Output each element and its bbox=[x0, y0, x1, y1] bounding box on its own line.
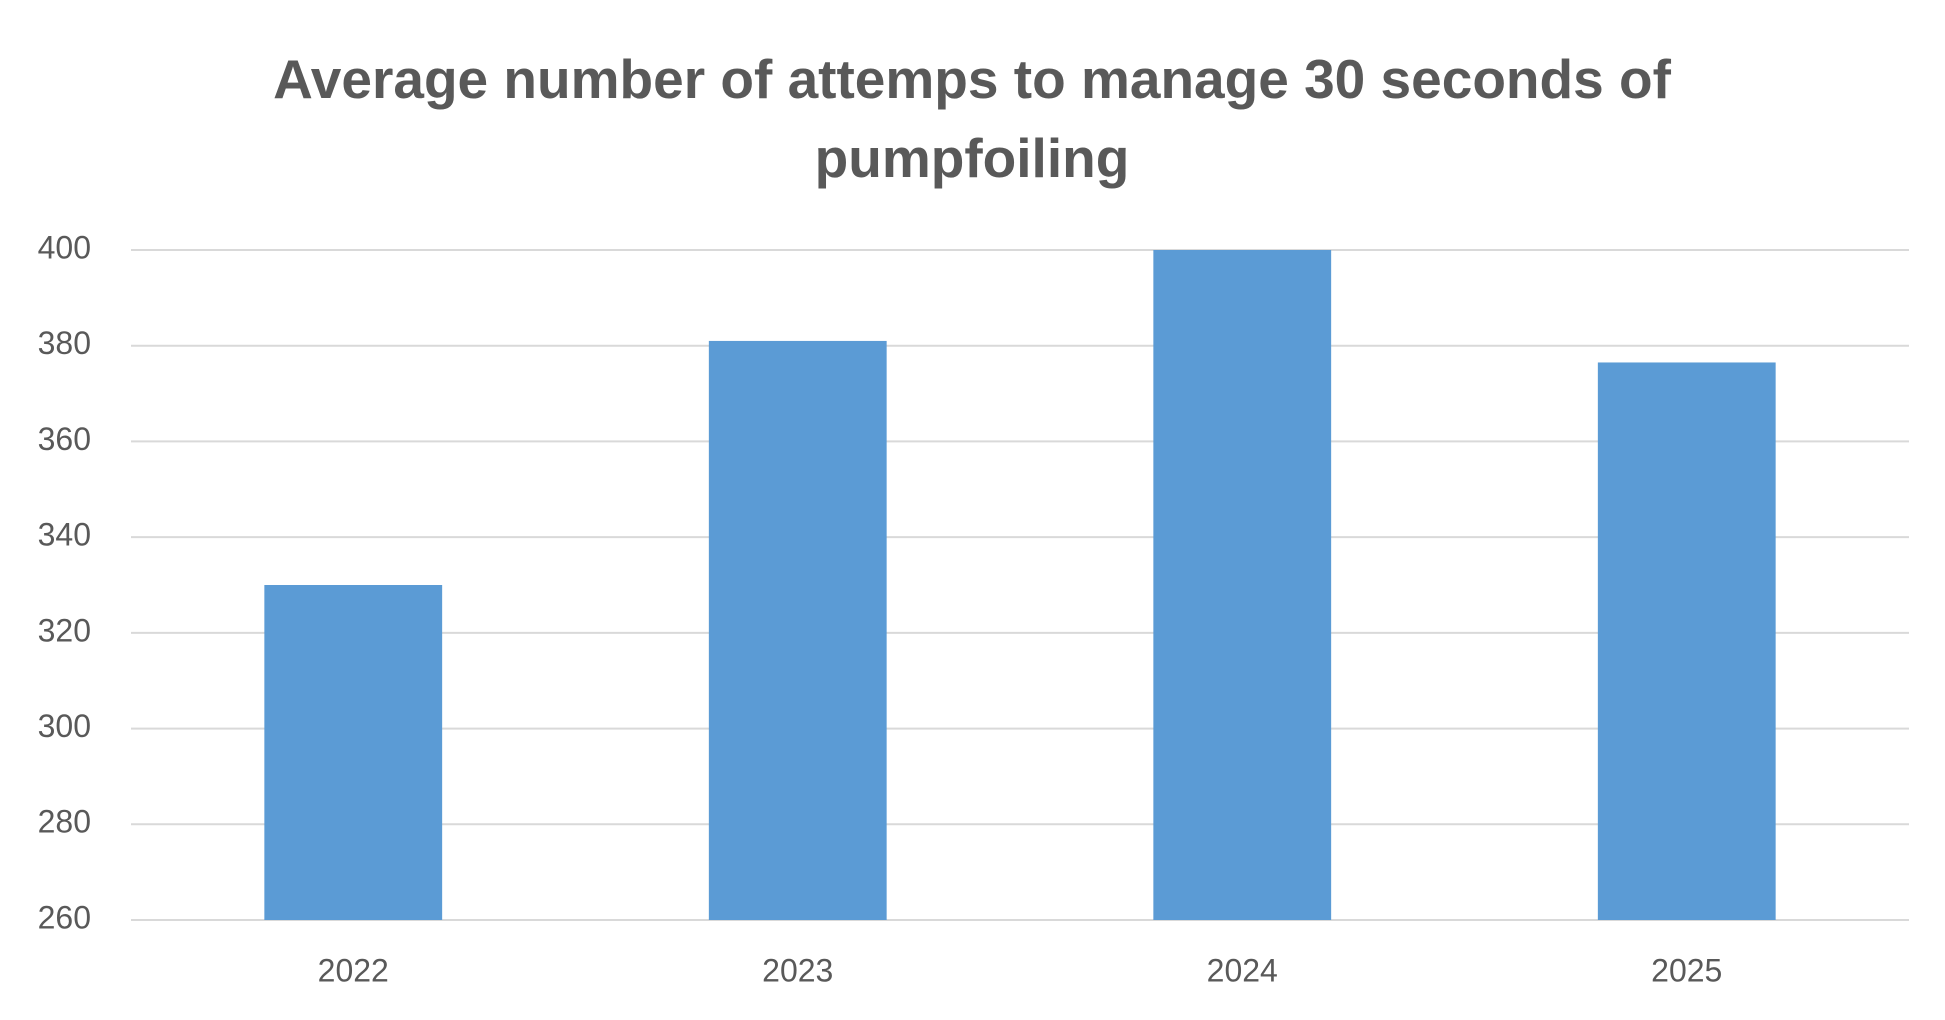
y-tick-label: 260 bbox=[38, 899, 91, 935]
y-tick-label: 360 bbox=[38, 421, 91, 457]
y-tick-label: 320 bbox=[38, 612, 91, 648]
chart-title: Average number of attemps to manage 30 s… bbox=[273, 48, 1671, 189]
bar bbox=[708, 340, 887, 920]
y-tick-label: 280 bbox=[38, 804, 91, 840]
x-tick-label: 2022 bbox=[318, 952, 389, 988]
y-tick-label: 340 bbox=[38, 517, 91, 553]
bar bbox=[1597, 362, 1776, 920]
x-tick-label: 2023 bbox=[762, 952, 833, 988]
x-tick-label: 2025 bbox=[1651, 952, 1722, 988]
bar bbox=[1153, 250, 1332, 920]
y-tick-label: 300 bbox=[38, 708, 91, 744]
y-tick-label: 400 bbox=[38, 229, 91, 265]
x-tick-label: 2024 bbox=[1207, 952, 1278, 988]
bar bbox=[264, 585, 443, 920]
y-tick-label: 380 bbox=[38, 325, 91, 361]
